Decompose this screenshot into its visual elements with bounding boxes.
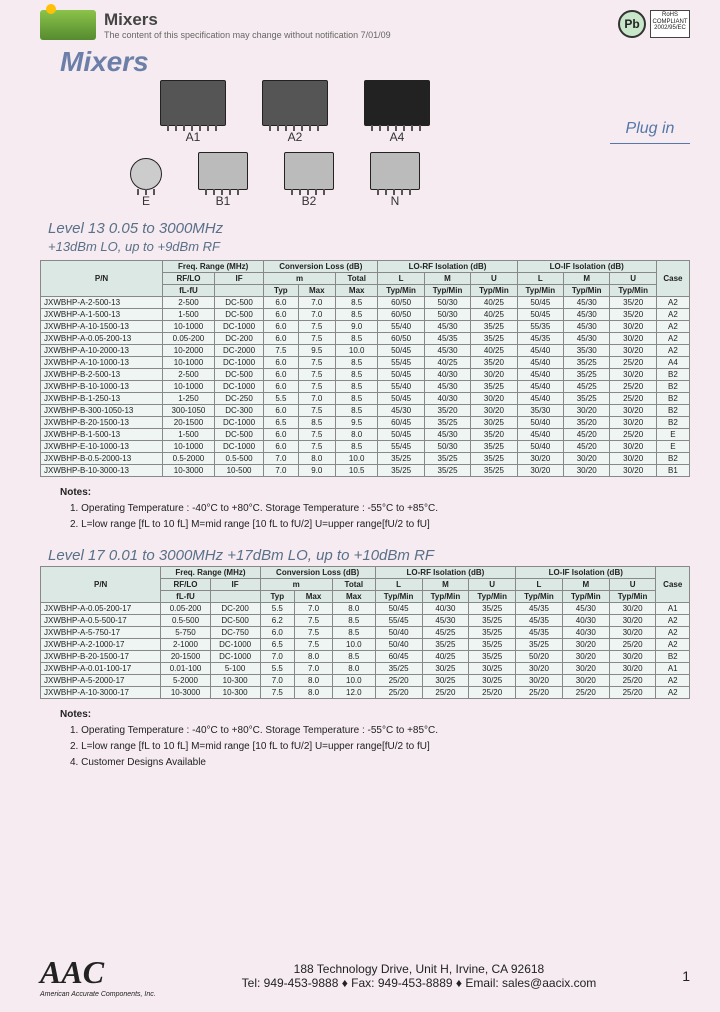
header-badges: Pb RoHS COMPLIANT 2002/95/EC xyxy=(618,10,690,38)
table-row: JXWBHP-A-5-2000-175-200010-3007.08.010.0… xyxy=(41,675,690,687)
table-row: JXWBHP-B-300-1050-13300-1050DC-3006.07.5… xyxy=(41,405,690,417)
header-text: Mixers The content of this specification… xyxy=(104,10,391,40)
rohs-badge: RoHS COMPLIANT 2002/95/EC xyxy=(650,10,690,38)
table-row: JXWBHP-A-10-1000-1310-1000DC-10006.07.58… xyxy=(41,357,690,369)
table-row: JXWBHP-A-10-3000-1710-300010-3007.58.012… xyxy=(41,687,690,699)
package-a1: A1 xyxy=(160,80,226,144)
package-row-2: E B1 B2 N xyxy=(130,152,690,208)
package-row-1: A1 A2 A4 xyxy=(160,80,430,144)
greencity-logo xyxy=(40,10,96,40)
table-row: JXWBHP-A-2-1000-172-1000DC-10006.57.510.… xyxy=(41,639,690,651)
page-number: 1 xyxy=(682,968,690,984)
table-row: JXWBHP-B-20-1500-1320-1500DC-10006.58.59… xyxy=(41,417,690,429)
table-row: JXWBHP-E-10-1000-1310-1000DC-10006.07.58… xyxy=(41,441,690,453)
table-row: JXWBHP-B-1-500-131-500DC-5006.07.58.050/… xyxy=(41,429,690,441)
table-row: JXWBHP-A-0.05-200-130.05-200DC-2006.07.5… xyxy=(41,333,690,345)
table-row: JXWBHP-B-0.5-2000-130.5-20000.5-5007.08.… xyxy=(41,453,690,465)
package-b2: B2 xyxy=(284,152,334,208)
table-row: JXWBHP-B-10-1000-1310-1000DC-10006.07.58… xyxy=(41,381,690,393)
table-header-groups: P/N Freq. Range (MHz) Conversion Loss (d… xyxy=(41,261,690,273)
pb-badge: Pb xyxy=(618,10,646,38)
table-row: JXWBHP-B-10-3000-1310-300010-5007.09.010… xyxy=(41,465,690,477)
table-row: JXWBHP-A-0.05-200-170.05-200DC-2005.57.0… xyxy=(41,603,690,615)
contact-info: 188 Technology Drive, Unit H, Irvine, CA… xyxy=(176,962,663,990)
level17-table: P/N Freq. Range (MHz) Conversion Loss (d… xyxy=(40,566,690,699)
package-n: N xyxy=(370,152,420,208)
package-a2: A2 xyxy=(262,80,328,144)
package-e: E xyxy=(130,158,162,208)
table-row: JXWBHP-A-10-1500-1310-1000DC-10006.07.59… xyxy=(41,321,690,333)
plugin-label: Plug in xyxy=(610,120,690,144)
level13-sub: +13dBm LO, up to +9dBm RF xyxy=(48,239,690,254)
page-header: Mixers The content of this specification… xyxy=(40,10,690,40)
package-a4: A4 xyxy=(364,80,430,144)
notes-17: Notes: 1. Operating Temperature : -40°C … xyxy=(70,707,690,771)
table-row: JXWBHP-A-10-2000-1310-2000DC-20007.59.51… xyxy=(41,345,690,357)
table-row: JXWBHP-A-0.01-100-170.01-1005-1005.57.08… xyxy=(41,663,690,675)
page-title: Mixers xyxy=(60,46,690,78)
header-title: Mixers xyxy=(104,10,391,30)
notes-13: Notes: 1. Operating Temperature : -40°C … xyxy=(70,485,690,533)
level13-title: Level 13 0.05 to 3000MHz xyxy=(48,220,690,237)
level17-title: Level 17 0.01 to 3000MHz +17dBm LO, up t… xyxy=(48,547,690,564)
table-row: JXWBHP-B-20-1500-1720-1500DC-10007.08.08… xyxy=(41,651,690,663)
level13-table: P/N Freq. Range (MHz) Conversion Loss (d… xyxy=(40,260,690,477)
header-subtitle: The content of this specification may ch… xyxy=(104,30,391,40)
table-row: JXWBHP-A-5-750-175-750DC-7506.07.58.550/… xyxy=(41,627,690,639)
table-row: JXWBHP-A-1-500-131-500DC-5006.07.08.560/… xyxy=(41,309,690,321)
page-footer: AAC American Accurate Components, Inc. 1… xyxy=(40,954,690,998)
table-row: JXWBHP-A-2-500-132-500DC-5006.07.08.560/… xyxy=(41,297,690,309)
table-row: JXWBHP-A-0.5-500-170.5-500DC-5006.27.58.… xyxy=(41,615,690,627)
table-row: JXWBHP-B-1-250-131-250DC-2505.57.08.550/… xyxy=(41,393,690,405)
package-b1: B1 xyxy=(198,152,248,208)
aac-logo: AAC American Accurate Components, Inc. xyxy=(40,954,156,998)
table-row: JXWBHP-B-2-500-132-500DC-5006.07.58.550/… xyxy=(41,369,690,381)
